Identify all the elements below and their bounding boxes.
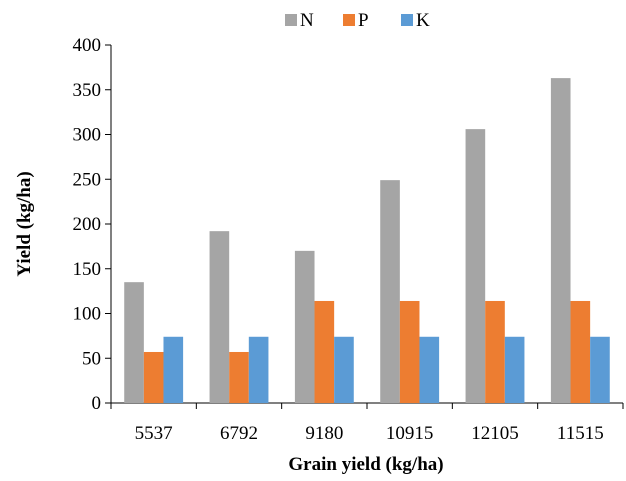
x-axis-title: Grain yield (kg/ha) [288, 454, 443, 475]
legend-swatch-k [401, 14, 413, 26]
bar-n-9180 [294, 250, 315, 403]
y-tick-label: 0 [92, 393, 102, 414]
x-tick-label: 6792 [220, 423, 258, 444]
bar-p-11515 [570, 300, 591, 403]
legend-swatch-n [285, 14, 297, 26]
bar-k-10915 [419, 336, 440, 403]
bar-n-12105 [465, 129, 486, 403]
y-tick-label: 350 [73, 80, 102, 101]
bar-n-10915 [380, 180, 400, 403]
legend-label-k: K [416, 10, 430, 31]
legend-swatch-p [343, 14, 355, 26]
x-axis: 5537 6792 9180 10915 12105 11515 [110, 402, 624, 444]
x-tick-label: 10915 [386, 423, 434, 444]
y-tick-label: 200 [73, 214, 102, 235]
x-tick-label: 5537 [135, 423, 173, 444]
y-axis-title: Yield (kg/ha) [14, 171, 35, 276]
bar-p-6792 [229, 351, 249, 403]
y-tick-label: 100 [73, 304, 102, 325]
x-tick-label: 11515 [557, 423, 604, 444]
y-axis: 0 50 100 150 200 250 300 350 400 [73, 35, 112, 414]
bar-k-11515 [590, 336, 610, 403]
x-tick-label: 9180 [305, 423, 343, 444]
bar-p-5537 [143, 351, 164, 403]
legend-label-p: P [358, 10, 369, 31]
y-tick-label: 50 [82, 348, 101, 369]
bar-p-9180 [314, 300, 335, 403]
x-tick-label: 12105 [471, 423, 519, 444]
y-tick-label: 150 [73, 259, 102, 280]
legend-label-n: N [300, 10, 314, 31]
y-tick-label: 250 [73, 169, 102, 190]
y-tick-label: 300 [73, 125, 102, 146]
bar-n-6792 [209, 231, 230, 403]
bar-k-6792 [248, 336, 269, 403]
bars [124, 78, 610, 404]
bar-k-9180 [334, 336, 354, 403]
bar-n-11515 [550, 78, 571, 404]
bar-n-5537 [124, 282, 144, 403]
bar-k-12105 [504, 336, 525, 403]
bar-k-5537 [163, 336, 184, 403]
y-tick-label: 400 [73, 35, 102, 56]
bar-p-12105 [485, 300, 505, 403]
bar-p-10915 [399, 300, 420, 403]
